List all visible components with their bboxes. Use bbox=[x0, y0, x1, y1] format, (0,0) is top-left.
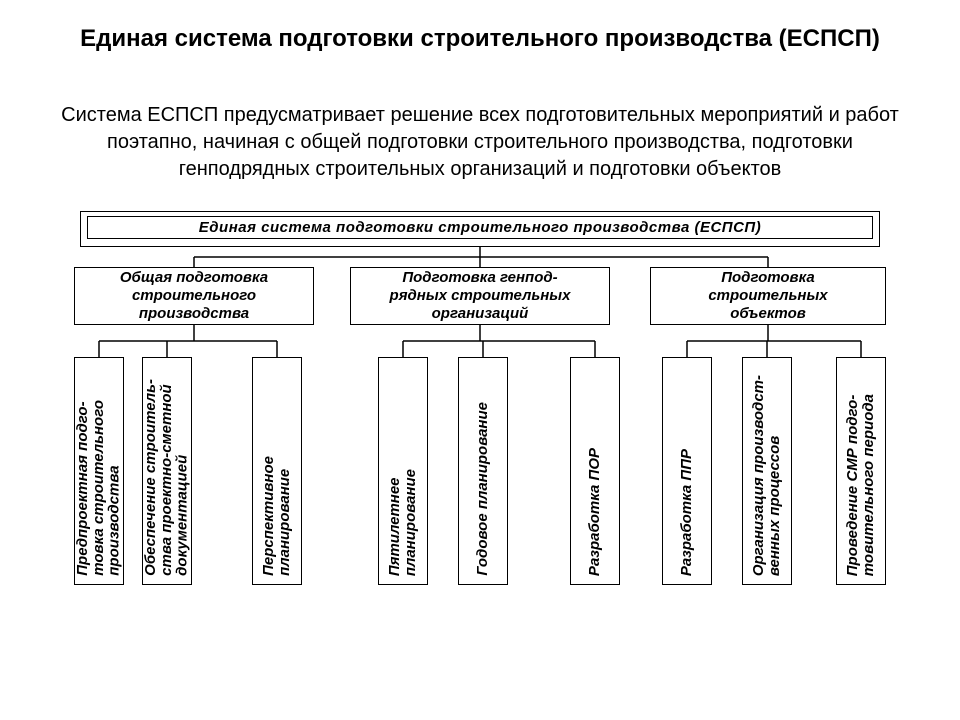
leaf-node: Перспективноепланирование bbox=[252, 357, 302, 585]
leaf-node: Проведение СМР подго-товительного период… bbox=[836, 357, 886, 585]
leaf-node: Обеспечение строитель-ства проектно-смет… bbox=[142, 357, 192, 585]
leaf-label: Разработка ПОР bbox=[587, 448, 603, 576]
branch-node: Подготовка генпод-рядных строительныхорг… bbox=[350, 267, 610, 325]
leaf-label: Организация производст-венных процессов bbox=[751, 375, 783, 576]
leaf-node: Пятилетнеепланирование bbox=[378, 357, 428, 585]
hierarchy-diagram: Единая система подготовки строительного … bbox=[30, 211, 930, 591]
branch-node: Общая подготовкастроительногопроизводств… bbox=[74, 267, 314, 325]
root-node: Единая система подготовки строительного … bbox=[80, 211, 880, 247]
page-subtitle: Система ЕСПСП предусматривает решение вс… bbox=[0, 62, 960, 193]
page-title: Единая система подготовки строительного … bbox=[0, 0, 960, 62]
leaf-label: Перспективноепланирование bbox=[261, 456, 293, 576]
leaf-node: Разработка ППР bbox=[662, 357, 712, 585]
root-label: Единая система подготовки строительного … bbox=[87, 216, 873, 239]
leaf-label: Предпроектная подго-товка строительногоп… bbox=[75, 400, 122, 576]
leaf-node: Разработка ПОР bbox=[570, 357, 620, 585]
branch-node: Подготовкастроительныхобъектов bbox=[650, 267, 886, 325]
leaf-label: Обеспечение строитель-ства проектно-смет… bbox=[143, 379, 190, 576]
leaf-label: Разработка ППР bbox=[679, 449, 695, 576]
leaf-node: Предпроектная подго-товка строительногоп… bbox=[74, 357, 124, 585]
leaf-label: Годовое планирование bbox=[475, 402, 491, 576]
leaf-label: Пятилетнеепланирование bbox=[387, 469, 419, 576]
leaf-node: Годовое планирование bbox=[458, 357, 508, 585]
leaf-node: Организация производст-венных процессов bbox=[742, 357, 792, 585]
leaf-label: Проведение СМР подго-товительного период… bbox=[845, 394, 877, 576]
